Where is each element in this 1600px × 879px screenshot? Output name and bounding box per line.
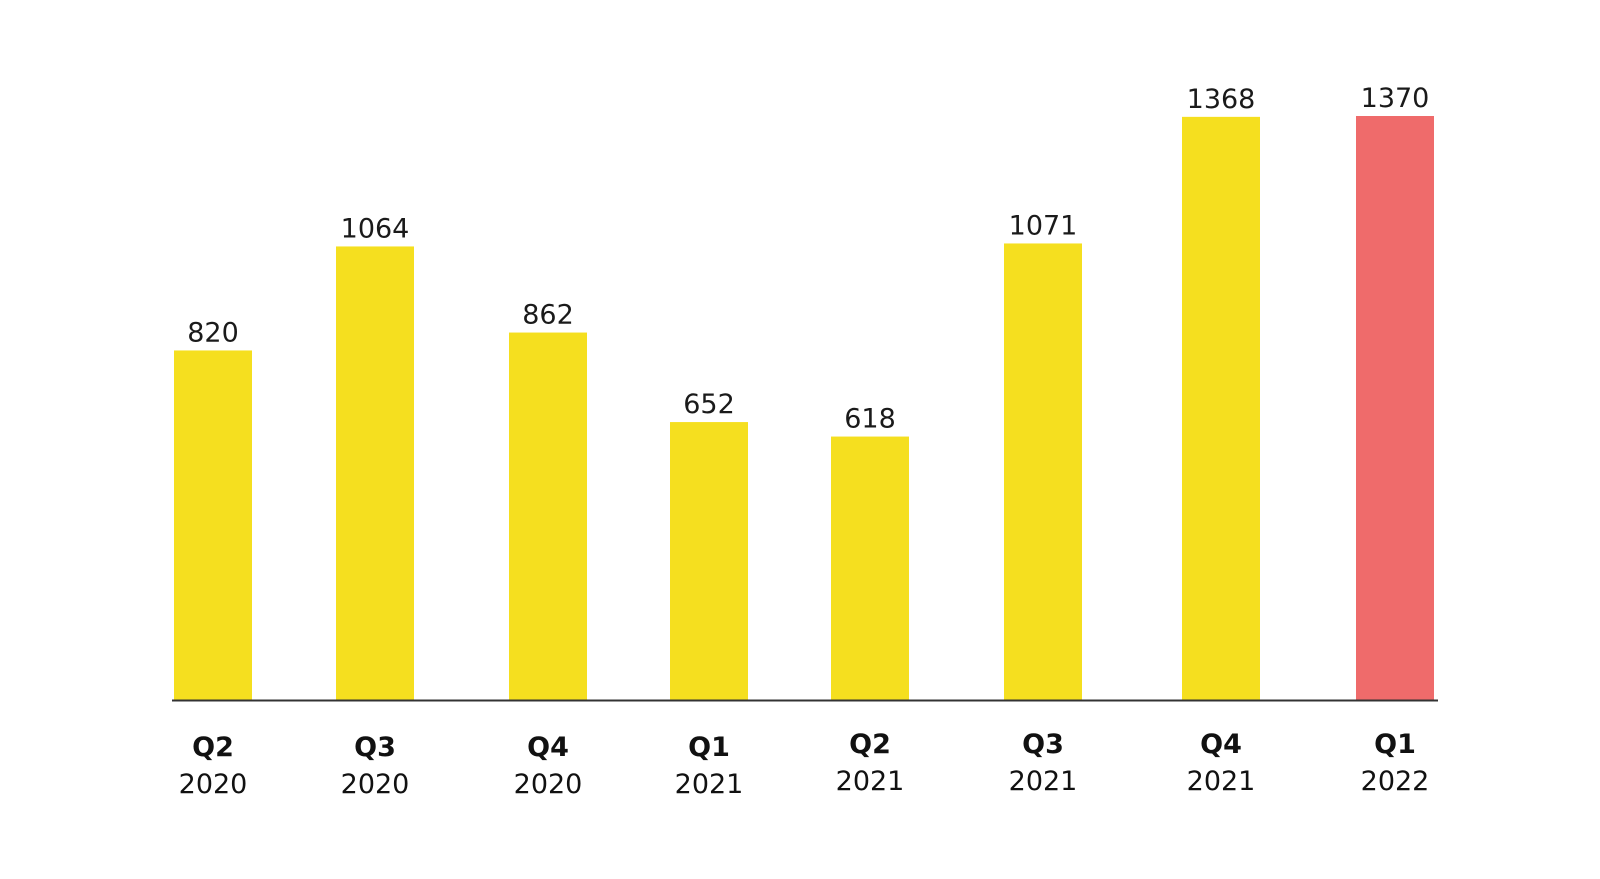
category-year-label: 2020 [179,769,248,800]
category-year-label: 2020 [514,769,583,800]
bar-q1-2022 [1356,116,1434,700]
category-labels-group: Q2 2020 Q3 2020 Q4 2020 Q1 2021 Q2 2021 Q3 2021 Q4 20… [179,729,1430,800]
bar-q4-2021 [1182,116,1260,701]
category-quarter-label: Q4 [527,732,569,763]
category-quarter-label: Q1 [1374,729,1416,760]
category-quarter-label: Q1 [688,732,730,763]
category-quarter-label: Q4 [1200,729,1242,760]
bar-q2-2020 [174,350,252,700]
bar-value-label: 820 [187,317,239,348]
bar-q2-2021 [831,436,909,700]
category-quarter-label: Q3 [354,732,396,763]
bar-q4-2020 [509,332,587,700]
bar-value-label: 652 [683,389,735,420]
bar-value-label: 1370 [1361,83,1430,114]
bar-value-label: 1071 [1009,210,1078,241]
category-year-label: 2022 [1361,766,1430,797]
category-quarter-label: Q2 [192,732,234,763]
category-year-label: 2021 [1009,766,1078,797]
bar-value-label: 618 [844,404,896,435]
category-year-label: 2020 [341,769,410,800]
bar-q3-2021 [1004,243,1082,700]
category-year-label: 2021 [1187,766,1256,797]
bar-q3-2020 [336,246,414,701]
category-year-label: 2021 [675,769,744,800]
bars-group [174,116,1434,701]
bar-value-label: 1064 [341,213,410,244]
bar-value-label: 862 [522,300,574,331]
bar-value-label: 1368 [1187,84,1256,115]
category-year-label: 2021 [836,766,905,797]
category-quarter-label: Q2 [849,729,891,760]
value-labels-group: 820 1064 862 652 618 1071 1368 1370 [187,83,1429,435]
category-quarter-label: Q3 [1022,729,1064,760]
bar-q1-2021 [670,422,748,700]
